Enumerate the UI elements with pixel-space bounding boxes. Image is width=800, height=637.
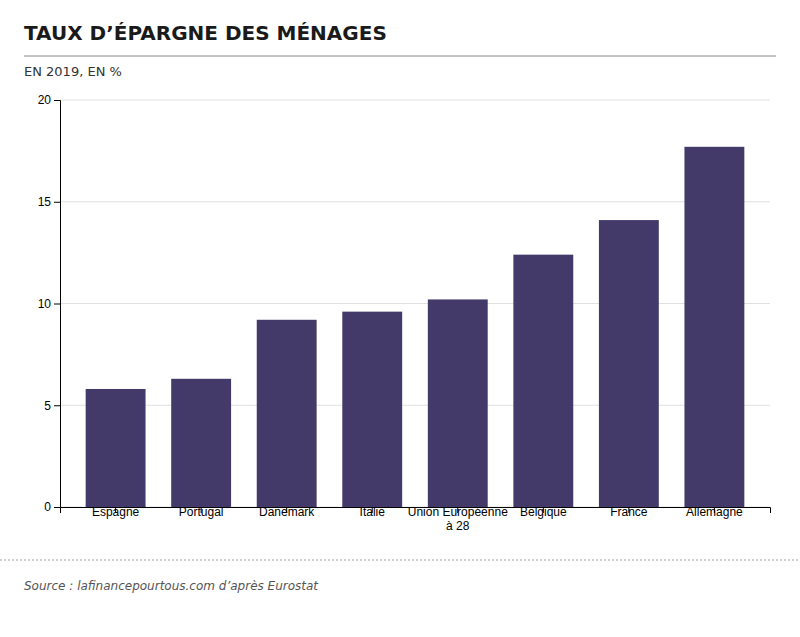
bar [599,220,659,507]
tick-label: Danemark [259,505,315,519]
tick: Union Européenneà 28 [408,505,508,533]
tick: 0 [44,500,60,514]
y-axis: 0 5 10 15 20 [38,93,61,514]
bar [86,389,146,507]
tick: Allemagne [686,505,743,519]
tick: Espagne [92,505,140,519]
tick: 15 [38,195,60,209]
bar [428,299,488,507]
tick-mark [54,304,60,305]
grid-line [60,201,770,202]
tick-label: Belgique [520,505,567,519]
axis-line [54,101,61,508]
tick: 5 [44,399,60,413]
grid [60,100,770,507]
bars [86,147,745,507]
title-rule [24,56,776,57]
tick-mark [54,507,60,508]
tick-label: Portugal [179,505,224,519]
tick-label: Allemagne [686,505,743,519]
bar [342,312,402,507]
grid-line [60,100,770,101]
tick-label: 0 [44,500,51,514]
tick: France [610,505,648,519]
bar [171,379,231,507]
tick-label: 20 [38,93,52,107]
bar [513,255,573,507]
bar [684,147,744,507]
tick: Belgique [520,505,567,519]
x-axis: Espagne Portugal Danemark Italie Union Europ… [61,505,771,533]
tick-mark [54,405,60,406]
tick: Danemark [259,505,315,519]
tick-mark [54,100,60,101]
grid-line [60,303,770,304]
grid-line [60,405,770,406]
title: TAUX D’ÉPARGNE DES MÉNAGES [24,21,387,45]
tick: Italie [360,505,386,519]
tick-label: 15 [38,195,52,209]
chart: TAUX D’ÉPARGNE DES MÉNAGES EN 2019, EN % 0… [0,0,800,637]
tick-mark [54,202,60,203]
tick-label: France [610,505,648,519]
tick-label: Espagne [92,505,140,519]
source: Source : lafinancepourtous.com d’après E… [24,579,319,593]
bar [257,320,317,507]
tick-label: Union Européenneà 28 [408,505,508,533]
footer-rule [0,560,800,561]
tick: 10 [38,297,60,311]
tick: Portugal [179,505,224,519]
plot: 0 5 10 15 20 Espagne Portugal Danemark Italie Uni… [38,93,771,533]
tick-label: Italie [360,505,386,519]
tick-label: 5 [44,399,51,413]
tick: 20 [38,93,60,107]
subtitle: EN 2019, EN % [24,64,122,79]
tick-label: 10 [38,297,52,311]
